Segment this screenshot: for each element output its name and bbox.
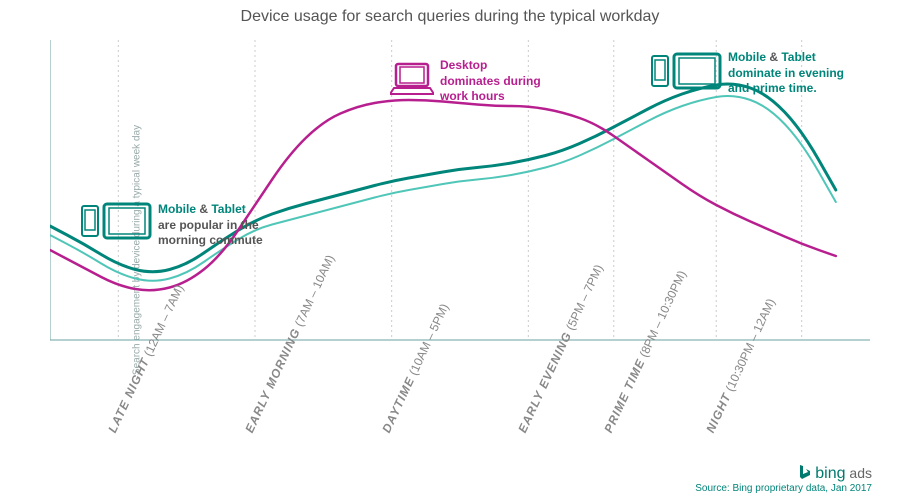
annot-evening-l2: dominate in evening: [728, 66, 844, 82]
annot-work-l1: Desktop: [440, 58, 541, 74]
annot-evening-l3: and prime time.: [728, 81, 844, 97]
annotation-work: Desktop dominates during work hours: [440, 58, 541, 105]
annotation-morning: Mobile & Tablet are popular in the morni…: [158, 202, 263, 249]
series-desktop: [50, 100, 836, 290]
annot-morning-l3: morning commute: [158, 233, 263, 249]
annot-evening-amp: &: [766, 50, 781, 64]
annot-work-l3: work hours: [440, 89, 541, 105]
bing-ads-logo: bing ads: [695, 464, 872, 483]
source-line: Source: Bing proprietary data, Jan 2017: [695, 483, 872, 494]
source-attribution: bing ads Source: Bing proprietary data, …: [695, 464, 872, 494]
annot-morning-amp: &: [196, 202, 211, 216]
annot-evening-mobile: Mobile: [728, 50, 766, 64]
annot-evening-tablet: Tablet: [781, 50, 815, 64]
annot-morning-mobile: Mobile: [158, 202, 196, 216]
annot-morning-tablet: Tablet: [211, 202, 245, 216]
chart-plot-area: LATE NIGHT (12AM – 7AM)EARLY MORNING (7A…: [50, 40, 870, 440]
morning-device-icons: [80, 202, 152, 247]
brand-ads: ads: [846, 465, 872, 481]
annot-work-l2: dominates during: [440, 74, 541, 90]
evening-device-icons: [650, 52, 722, 97]
annot-morning-l2: are popular in the: [158, 218, 263, 234]
brand-bing: bing: [815, 465, 845, 482]
annotation-evening: Mobile & Tablet dominate in evening and …: [728, 50, 844, 97]
chart-title: Device usage for search queries during t…: [0, 8, 900, 26]
work-device-icon: [390, 62, 434, 103]
series-tablet: [50, 96, 836, 281]
